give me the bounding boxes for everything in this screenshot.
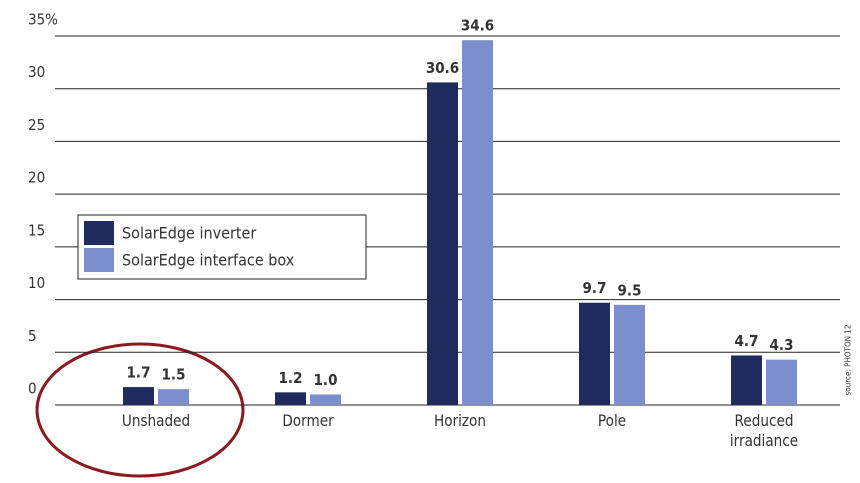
legend-label: SolarEdge interface box [122,251,295,270]
value-label: 34.6 [461,17,494,35]
source: source: PHOTON 12 [844,325,853,396]
y-tick-label: 30 [28,63,45,81]
legend-label: SolarEdge inverter [122,224,256,243]
y-tick-label: 15 [28,221,45,239]
y-tick-label: 20 [28,169,45,187]
value-label: 4.3 [770,336,794,354]
value-label: 9.5 [618,281,642,299]
x-tick-label: Horizon [433,411,486,430]
bar [158,389,189,405]
x-tick-label: Reduced irradiance [729,411,799,450]
value-label: 9.7 [583,279,607,297]
value-label: 1.5 [162,366,186,384]
y-tick-label: 5 [28,327,37,345]
y-tick-label: 10 [28,274,45,292]
legend-box [77,214,367,280]
bar [579,302,610,405]
bar [766,359,797,405]
y-tick-label: 25 [28,116,45,134]
value-label: 1.0 [314,371,338,389]
highlight-circle [35,342,245,478]
value-label: 4.7 [735,332,759,350]
legend-swatch [84,221,114,245]
bar [462,40,493,406]
legend-swatch [84,248,114,272]
bar [123,387,154,405]
bar [310,394,341,405]
bar [731,355,762,405]
x-tick-label: Pole [597,411,627,430]
bar [614,304,645,405]
y-tick-label: 0 [28,380,37,398]
x-tick-label: Dormer [282,411,334,430]
value-label: 30.6 [426,59,459,77]
bar [427,82,458,405]
bar [275,392,306,405]
x-tick-label: Unshaded [121,411,191,430]
value-label: 1.7 [127,364,151,382]
value-label: 1.2 [279,369,303,387]
y-tick-label: 35% [28,11,58,29]
